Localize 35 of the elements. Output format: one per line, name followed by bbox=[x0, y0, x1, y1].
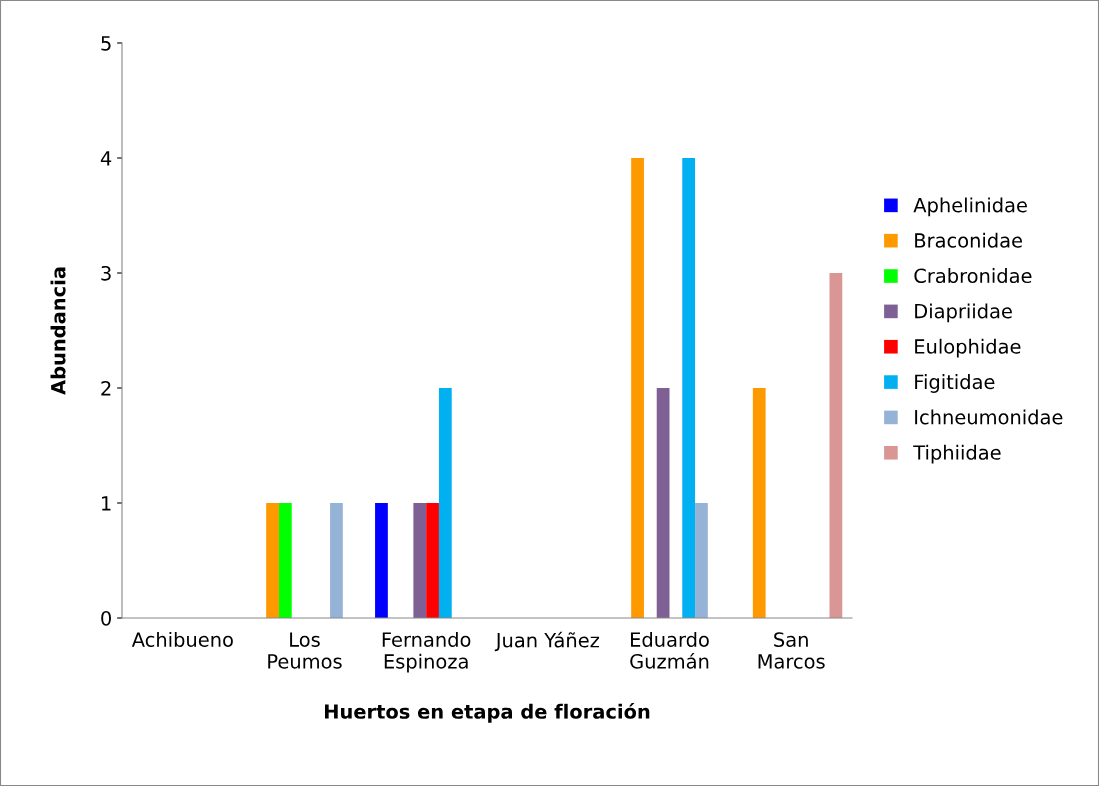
legend-label: Tiphiidae bbox=[913, 444, 1001, 464]
bar bbox=[266, 503, 279, 618]
x-tick-label: Eduardo Guzmán bbox=[630, 631, 709, 669]
bar bbox=[829, 273, 843, 618]
bar bbox=[695, 503, 708, 618]
legend-label: Ichneumonidae bbox=[915, 409, 1063, 425]
y-tick-label: 0 bbox=[101, 610, 111, 626]
bar bbox=[682, 158, 696, 618]
legend-label: Crabronidae bbox=[914, 268, 1032, 284]
bar bbox=[656, 388, 670, 618]
bar bbox=[278, 503, 292, 618]
bar bbox=[631, 158, 644, 618]
legend-label: Diapriidae bbox=[915, 303, 1012, 323]
x-axis-title: Huertos en etapa de floración bbox=[325, 703, 650, 723]
x-tick-label: Achibueno bbox=[131, 631, 233, 647]
x-tick-label: San Marcos bbox=[758, 632, 825, 669]
legend-label: Aphelinidae bbox=[913, 197, 1027, 217]
y-tick-label: 3 bbox=[101, 265, 111, 281]
x-tick-label: Los Peumos bbox=[268, 632, 342, 669]
legend-label: Eulophidae bbox=[915, 338, 1021, 358]
legend-label: Figitidae bbox=[915, 374, 995, 393]
y-axis-title: Abundancia bbox=[50, 267, 66, 395]
bar bbox=[426, 503, 439, 618]
bar bbox=[375, 503, 388, 618]
y-tick-label: 4 bbox=[100, 151, 112, 166]
bar bbox=[413, 503, 427, 618]
legend-label: Braconidae bbox=[915, 232, 1023, 248]
y-tick-label: 5 bbox=[101, 36, 111, 51]
y-tick-label: 2 bbox=[101, 380, 111, 396]
bar bbox=[752, 388, 766, 618]
y-tick-label: 1 bbox=[102, 496, 111, 511]
bar bbox=[438, 388, 452, 618]
x-tick-label: Juan Yáñez bbox=[494, 631, 600, 652]
x-tick-label: Fernando Espinoza bbox=[382, 631, 471, 673]
bar bbox=[330, 503, 343, 618]
